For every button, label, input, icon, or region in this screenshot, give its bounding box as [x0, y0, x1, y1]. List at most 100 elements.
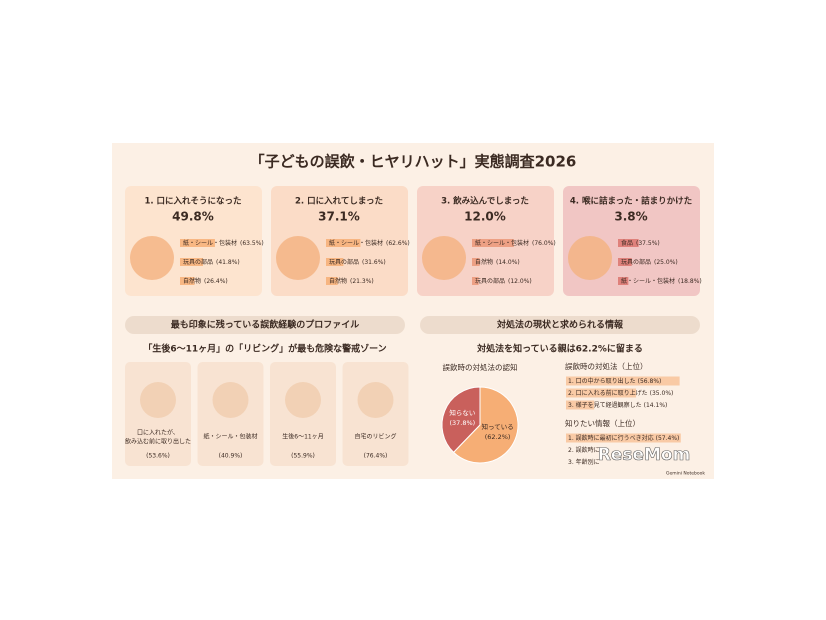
item-value: (26.4%) [204, 278, 228, 285]
item-name: 1. 口の中から取り出した [568, 377, 636, 385]
card-title: 1. 口に入れそうになった [144, 196, 241, 207]
pie-slice [452, 386, 519, 464]
section-subtitle: 「生後6〜11ヶ月」の「リビング」が最も危険な警戒ゾーン [143, 343, 386, 355]
list-item: 3. 年齢別に [568, 458, 600, 466]
credit: Gemini Notebook [666, 471, 705, 477]
item-name: 紙・シール・包装材 [329, 239, 383, 247]
slice-name: 知らない [449, 408, 475, 417]
icon [357, 382, 394, 418]
list-item: 2. 誤飲時に [568, 446, 600, 454]
bar [326, 277, 338, 285]
item-value: (14.0%) [496, 259, 520, 266]
bar [472, 239, 514, 247]
item-name: 1. 誤飲時に最初に行うべき対応 [568, 434, 654, 442]
item-value: (37.5%) [636, 240, 660, 247]
item-name: 3. 年齢別に [568, 458, 600, 466]
icon [422, 236, 466, 280]
card-title: 3. 飲み込んでしまった [441, 196, 529, 207]
profile-label: 紙・シール・包装材 [203, 433, 257, 441]
slice-name: 知っている [482, 422, 514, 431]
icon [130, 236, 174, 280]
profile-label: 口に入れたが、 [137, 429, 179, 437]
card-title: 4. 喉に詰まった・詰まりかけた [570, 196, 692, 207]
list-item: 3. 様子を見て経過観察した (14.1%) [568, 401, 667, 409]
slice-value: (37.8%) [450, 419, 476, 427]
bar-label: 自然物 (14.0%) [475, 258, 520, 266]
watermark: ReseMom [598, 445, 691, 465]
item-name: 自然物 [475, 258, 493, 266]
item-value: (14.1%) [644, 402, 668, 409]
highlight-bar [566, 376, 680, 386]
card-value: 49.8% [172, 210, 214, 224]
bar [618, 277, 629, 285]
bar-label: 食品 (37.5%) [621, 239, 660, 247]
bar [326, 258, 344, 266]
profile-value: (53.6%) [146, 453, 170, 460]
item-value: (41.8%) [216, 259, 240, 266]
item-value: (35.0%) [650, 390, 674, 397]
item-name: 自然物 [183, 277, 201, 285]
bar [180, 258, 203, 266]
bar-label: 玩具の部品 (41.8%) [183, 258, 240, 266]
bar-label: 玩具の部品 (12.0%) [475, 277, 532, 285]
profile-value: (76.4%) [364, 453, 388, 460]
item-value: (25.0%) [654, 259, 678, 266]
item-value: (76.0%) [532, 240, 556, 247]
card-value: 37.1% [318, 210, 360, 224]
bar-label: 紙・シール・包装材 (18.8%) [621, 277, 702, 285]
profile-label: 生後6〜11ヶ月 [282, 433, 323, 441]
bar [618, 258, 632, 266]
bar-label: 紙・シール・包装材 (62.6%) [329, 239, 410, 247]
highlight-bar [566, 433, 681, 443]
item-name: 食品 [621, 239, 633, 247]
item-name: 紙・シール・包装材 [183, 239, 237, 247]
bar-label: 玩具の部品 (25.0%) [621, 258, 678, 266]
bar-label: 紙・シール・包装材 (63.5%) [183, 239, 264, 247]
item-name: 自然物 [329, 277, 347, 285]
card-value: 12.0% [464, 210, 506, 224]
profile-value: (40.9%) [219, 453, 243, 460]
bar-label: 自然物 (26.4%) [183, 277, 228, 285]
highlight-bar [566, 388, 636, 398]
list-title: 誤飲時の対処法（上位） [565, 361, 648, 371]
header-pill [125, 316, 405, 334]
item-name: 紙・シール・包装材 [621, 277, 675, 285]
item-name: 3. 様子を見て経過観察した [568, 401, 642, 409]
item-value: (63.5%) [240, 240, 264, 247]
section-header: 対処法の現状と求められる情報 [496, 319, 624, 331]
item-value: (31.6%) [362, 259, 386, 266]
bar-label: 紙・シール・包装材 (76.0%) [475, 239, 556, 247]
bar-label: 玩具の部品 (31.6%) [329, 258, 386, 266]
bar-label: 自然物 (21.3%) [329, 277, 374, 285]
list-item: 1. 口の中から取り出した (56.8%) [568, 377, 661, 385]
profile-label: 飲み込む前に取り出した [125, 438, 191, 446]
card-title: 2. 口に入れてしまった [295, 196, 383, 207]
bar [180, 239, 215, 247]
bar [618, 239, 639, 247]
list-item: 2. 口に入れる前に取り上げた (35.0%) [568, 389, 673, 397]
pie-slice [441, 386, 481, 454]
item-name: 紙・シール・包装材 [475, 239, 529, 247]
title: 「子どもの誤飲・ヒヤリハット」実態調査2026 [250, 153, 577, 171]
list-item: 1. 誤飲時に最初に行うべき対応 (57.4%) [568, 434, 679, 442]
profile-value: (55.9%) [291, 453, 315, 460]
section-header: 最も印象に残っている誤飲経験のプロファイル [171, 319, 360, 331]
section-subtitle: 対処法を知っている親は62.2%に留まる [476, 343, 643, 355]
pie-title: 誤飲時の対処法の認知 [443, 362, 518, 372]
item-value: (18.8%) [678, 278, 702, 285]
item-name: 2. 口に入れる前に取り上げた [568, 389, 648, 397]
card-value: 3.8% [614, 210, 647, 224]
profile-label: 自宅のリビング [354, 433, 396, 441]
slice-value: (62.2%) [485, 433, 511, 441]
highlight-bar [566, 400, 595, 410]
bar [180, 277, 195, 285]
item-name: 玩具の部品 [621, 258, 651, 266]
bar [472, 258, 480, 266]
item-name: 玩具の部品 [183, 258, 213, 266]
item-value: (21.3%) [350, 278, 374, 285]
item-value: (12.0%) [508, 278, 532, 285]
icon [276, 236, 320, 280]
item-name: 2. 誤飲時に [568, 446, 600, 454]
item-name: 玩具の部品 [329, 258, 359, 266]
